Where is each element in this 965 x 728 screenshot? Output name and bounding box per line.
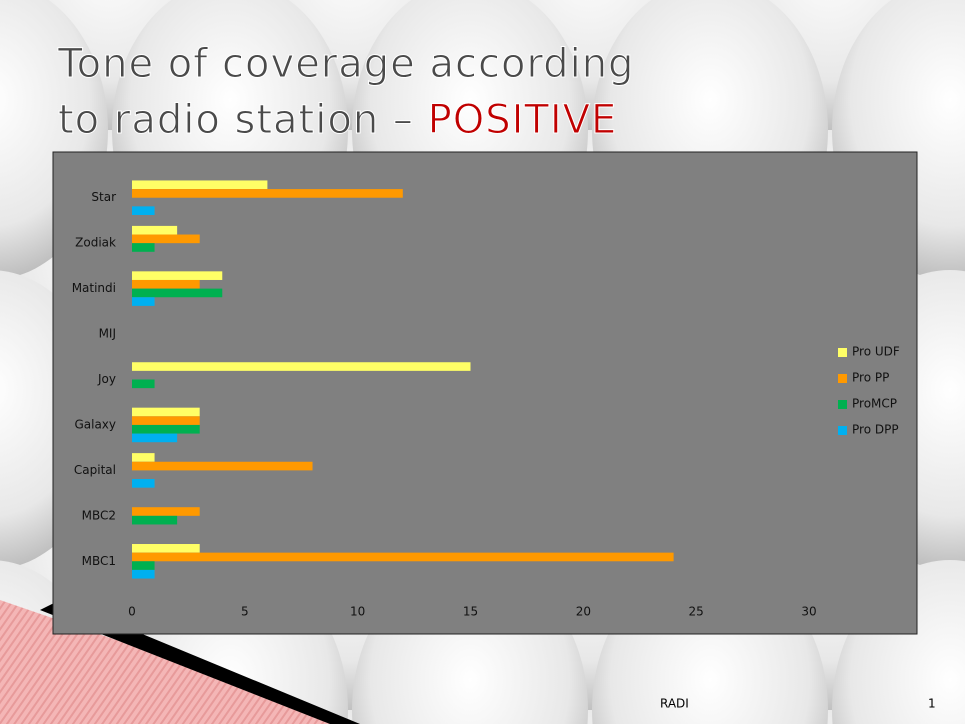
y-tick-label: Star bbox=[91, 190, 116, 204]
bar bbox=[132, 407, 200, 417]
y-tick-label: MBC2 bbox=[82, 508, 116, 522]
plot: 0 5 10 15 20 25 30 Star Zodiak Matindi MIJ Joy Galax… bbox=[72, 175, 900, 619]
bar bbox=[132, 271, 223, 280]
bar bbox=[132, 206, 155, 215]
bar bbox=[132, 243, 155, 252]
bar bbox=[132, 362, 471, 371]
legend-label: ProMCP bbox=[852, 397, 897, 411]
bar bbox=[132, 569, 155, 579]
plot-background bbox=[132, 175, 809, 584]
bar bbox=[132, 297, 155, 306]
y-tick-label: MIJ bbox=[99, 327, 116, 341]
title: Tone of coverage according bbox=[57, 41, 634, 87]
bar bbox=[132, 561, 155, 570]
legend-label: Pro DPP bbox=[852, 423, 899, 437]
legend-swatch bbox=[838, 400, 847, 409]
x-tick-label: 25 bbox=[689, 605, 704, 619]
bar bbox=[132, 288, 223, 298]
bar bbox=[132, 433, 178, 443]
y-tick-label: Zodiak bbox=[75, 236, 116, 250]
y-tick-label: MBC1 bbox=[82, 554, 116, 568]
bar bbox=[132, 507, 200, 516]
legend-label: Pro PP bbox=[852, 371, 889, 385]
bar bbox=[132, 515, 178, 525]
title-rest: to radio station – bbox=[58, 97, 414, 143]
bar bbox=[132, 479, 155, 488]
x-tick-label: 5 bbox=[241, 605, 249, 619]
page-number: 1 bbox=[928, 697, 936, 711]
bar bbox=[132, 180, 268, 190]
bar bbox=[132, 279, 200, 289]
legend-swatch bbox=[838, 374, 847, 383]
y-tick-label: Matindi bbox=[72, 281, 116, 295]
bar bbox=[132, 416, 200, 425]
x-tick-label: 0 bbox=[128, 605, 136, 619]
legend-label: Pro UDF bbox=[852, 345, 900, 359]
bar bbox=[132, 225, 178, 235]
bar bbox=[132, 461, 313, 471]
bar bbox=[132, 552, 674, 562]
bar bbox=[132, 379, 155, 389]
bar bbox=[132, 424, 200, 434]
title-line: to radio station – POSITIVE bbox=[58, 97, 617, 143]
y-tick-label: Capital bbox=[74, 463, 116, 477]
x-tick-label: 10 bbox=[350, 605, 365, 619]
legend-swatch bbox=[838, 426, 847, 435]
y-tick-label: Galaxy bbox=[74, 417, 116, 431]
x-tick-label: 20 bbox=[576, 605, 591, 619]
title-accent: POSITIVE bbox=[428, 97, 618, 143]
bar bbox=[132, 234, 200, 244]
bar bbox=[132, 453, 155, 462]
footer: RADI bbox=[660, 697, 689, 711]
bar bbox=[132, 189, 403, 198]
y-tick-label: Joy bbox=[97, 372, 116, 386]
bar bbox=[132, 544, 200, 553]
legend-swatch bbox=[838, 348, 847, 357]
x-tick-label: 15 bbox=[463, 605, 478, 619]
x-tick-label: 30 bbox=[801, 605, 816, 619]
